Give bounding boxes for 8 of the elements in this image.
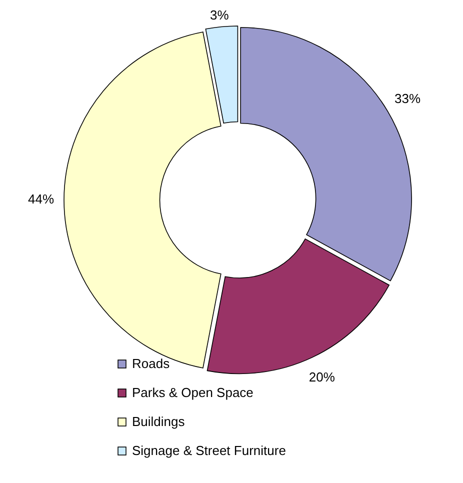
data-label: 3% [210, 7, 230, 22]
legend-label: Signage & Street Furniture [132, 443, 286, 458]
legend-label: Parks & Open Space [132, 385, 254, 400]
data-label: 20% [308, 370, 336, 385]
data-label: 44% [28, 191, 54, 206]
data-label: 33% [394, 91, 422, 106]
legend-label: Buildings [132, 414, 186, 429]
legend-label: Roads [132, 356, 170, 371]
